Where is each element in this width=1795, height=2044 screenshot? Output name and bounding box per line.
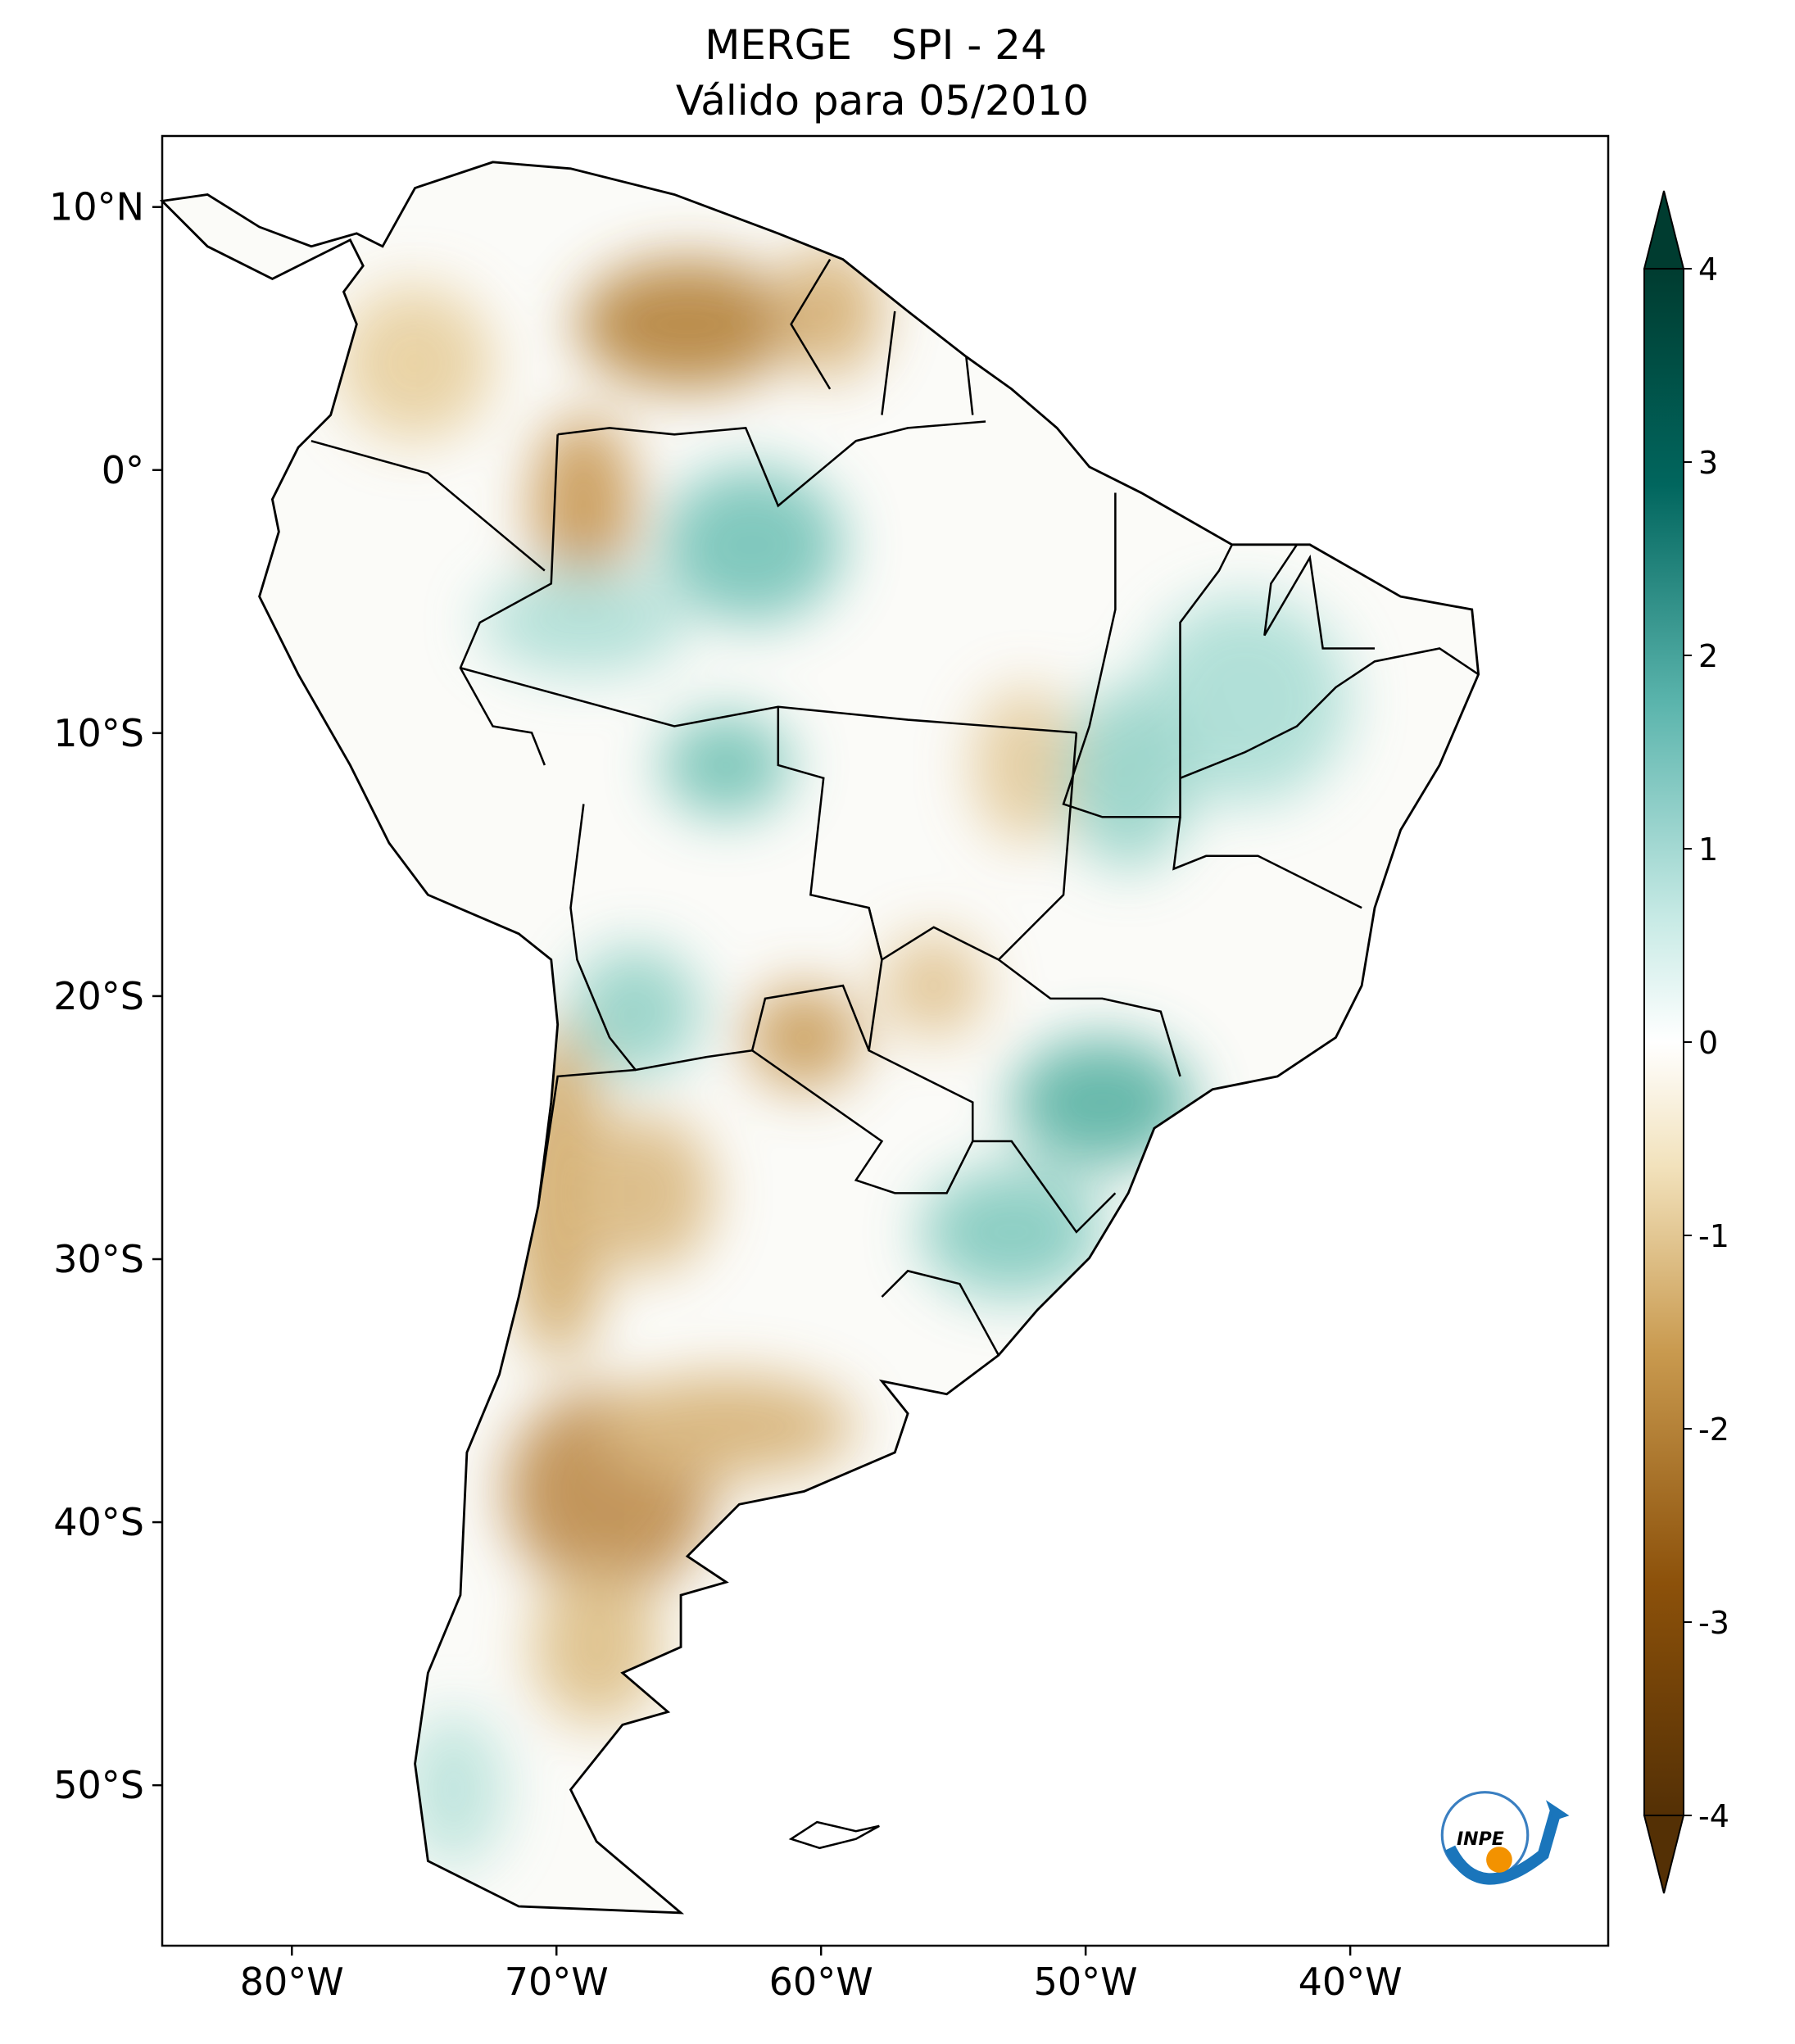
logo-text: INPE bbox=[1457, 1829, 1504, 1850]
colorbar-tick-label: 3 bbox=[1698, 445, 1718, 481]
y-tick-label: 30°S bbox=[53, 1237, 144, 1281]
x-tick-label: 50°W bbox=[1034, 1960, 1138, 2004]
y-tick-label: 50°S bbox=[53, 1763, 144, 1807]
y-tick-label: 10°S bbox=[53, 711, 144, 755]
y-tick-label: 0° bbox=[102, 448, 144, 492]
x-tick-label: 80°W bbox=[240, 1960, 344, 2004]
colorbar-tick-label: -1 bbox=[1698, 1218, 1729, 1254]
colorbar: -4 -3 -2 -1 0 1 2 3 4 bbox=[1643, 190, 1729, 1894]
colorbar-tick-label: -3 bbox=[1698, 1605, 1729, 1641]
logo bbox=[1440, 1791, 1570, 1885]
x-tick-label: 70°W bbox=[505, 1960, 609, 2004]
colorbar-body bbox=[1643, 268, 1684, 1816]
colorbar-bottom-extend bbox=[1643, 1815, 1685, 1894]
map-frame bbox=[161, 134, 1610, 1947]
y-tick-label: 20°S bbox=[53, 974, 144, 1018]
colorbar-tick-label: 2 bbox=[1698, 638, 1718, 674]
map bbox=[161, 161, 1570, 1915]
colorbar-tick-label: 4 bbox=[1698, 252, 1718, 288]
colorbar-tick-label: 1 bbox=[1698, 832, 1718, 868]
x-tick-label: 60°W bbox=[769, 1960, 873, 2004]
colorbar-top-extend bbox=[1643, 190, 1685, 270]
colorbar-tick-label: 0 bbox=[1698, 1025, 1718, 1061]
x-tick-label: 40°W bbox=[1299, 1960, 1403, 2004]
borders bbox=[310, 258, 1480, 1356]
colorbar-tick-label: -4 bbox=[1698, 1798, 1729, 1834]
y-tick-label: 10°N bbox=[49, 185, 144, 229]
subtitle: Válido para 05/2010 bbox=[676, 77, 1089, 125]
falklands bbox=[788, 1820, 880, 1850]
spi-field bbox=[161, 161, 1479, 1913]
colorbar-tick-label: -2 bbox=[1698, 1412, 1729, 1448]
y-tick-label: 40°S bbox=[53, 1500, 144, 1544]
title: MERGE SPI - 24 bbox=[705, 21, 1047, 69]
